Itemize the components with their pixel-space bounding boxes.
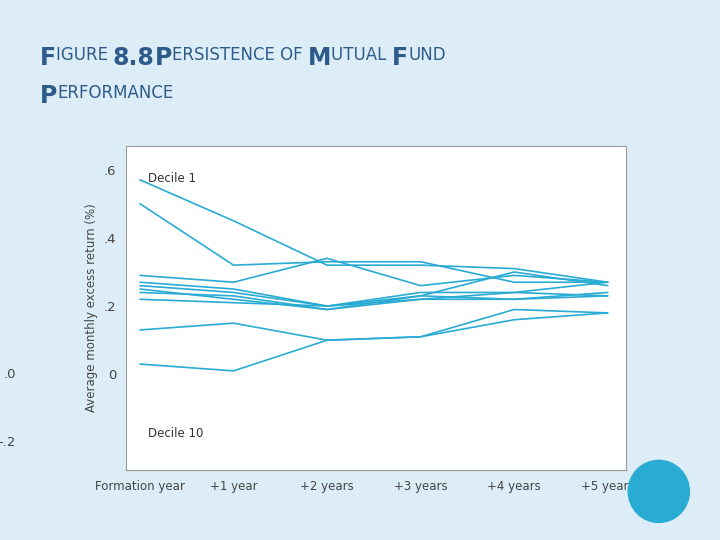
Text: F: F <box>40 46 55 70</box>
Text: IGURE: IGURE <box>55 46 113 64</box>
Text: F: F <box>392 46 408 70</box>
Y-axis label: Average monthly excess return (%): Average monthly excess return (%) <box>85 204 98 412</box>
Text: ERSISTENCE OF: ERSISTENCE OF <box>172 46 308 64</box>
Text: 8.8: 8.8 <box>113 46 155 70</box>
Text: .0: .0 <box>4 368 16 381</box>
Text: P: P <box>40 84 57 107</box>
Text: M: M <box>308 46 331 70</box>
Text: P: P <box>155 46 172 70</box>
Text: Decile 10: Decile 10 <box>148 427 203 441</box>
Text: UND: UND <box>408 46 446 64</box>
Text: -.2: -.2 <box>0 436 16 449</box>
Text: UTUAL: UTUAL <box>331 46 392 64</box>
Text: Decile 1: Decile 1 <box>148 172 196 185</box>
Text: ERFORMANCE: ERFORMANCE <box>57 84 174 102</box>
